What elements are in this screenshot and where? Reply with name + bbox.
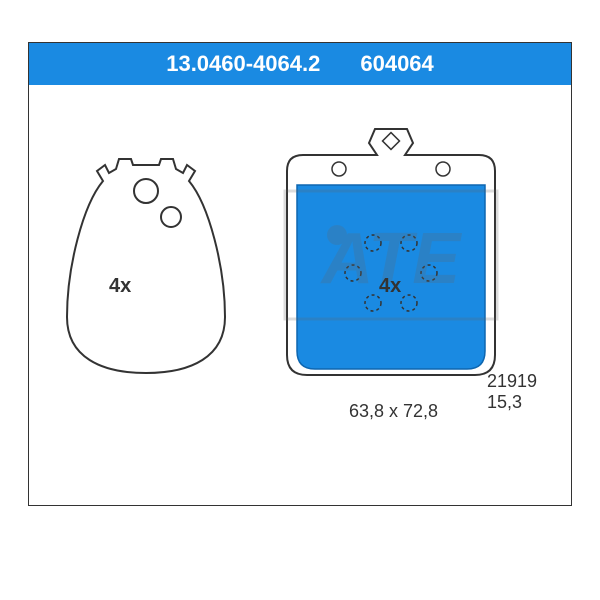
diagram-content: 4x ATE 4x 63,8 x 72,8 21919 15,3 [29,85,571,505]
pad-dimensions: 63,8 x 72,8 [349,401,438,422]
header-bar: 13.0460-4064.2 604064 [29,43,571,85]
shim-outline-icon [61,157,231,377]
wva-thickness-label: 21919 15,3 [487,371,571,413]
short-code: 604064 [360,51,433,77]
brake-pad-icon [279,125,503,385]
part-number: 13.0460-4064.2 [166,51,320,77]
shim-qty-label: 4x [109,275,131,298]
diagram-frame: 13.0460-4064.2 604064 4x [28,42,572,506]
pad-qty-label: 4x [379,275,401,298]
